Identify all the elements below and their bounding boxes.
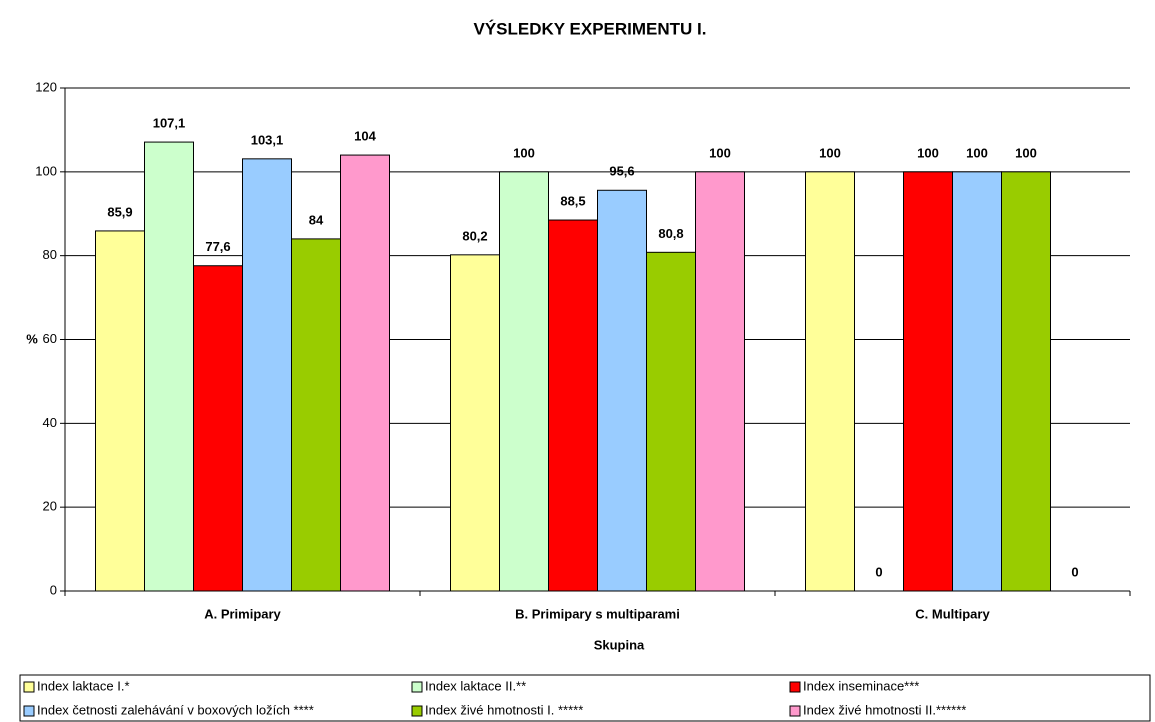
- value-label: 0: [1071, 564, 1078, 579]
- legend-swatch: [24, 682, 34, 692]
- y-tick-label: 120: [35, 79, 57, 94]
- bar: [953, 172, 1002, 591]
- value-label: 0: [875, 564, 882, 579]
- x-tick-label: A. Primipary: [204, 606, 281, 621]
- bar: [1002, 172, 1051, 591]
- legend-label: Index živé hmotnosti II.******: [803, 702, 966, 717]
- legend-swatch: [790, 682, 800, 692]
- value-label: 85,9: [107, 204, 132, 219]
- y-tick-label: 60: [43, 331, 57, 346]
- bar: [806, 172, 855, 591]
- value-label: 80,2: [462, 228, 487, 243]
- x-tick-label: B. Primipary s multiparami: [515, 606, 680, 621]
- value-label: 84: [309, 212, 324, 227]
- value-label: 77,6: [205, 239, 230, 254]
- bar: [451, 255, 500, 591]
- y-tick-label: 80: [43, 247, 57, 262]
- value-label: 107,1: [153, 116, 186, 131]
- y-tick-label: 100: [35, 163, 57, 178]
- bar: [243, 159, 292, 591]
- legend-swatch: [790, 706, 800, 716]
- value-label: 100: [513, 145, 535, 160]
- legend-label: Index laktace II.**: [425, 678, 526, 693]
- value-label: 103,1: [251, 132, 284, 147]
- legend-swatch: [412, 706, 422, 716]
- bar: [647, 252, 696, 591]
- x-axis-title: Skupina: [594, 637, 645, 652]
- value-label: 100: [709, 145, 731, 160]
- y-tick-label: 40: [43, 415, 57, 430]
- bar: [341, 155, 390, 591]
- value-label: 100: [1015, 145, 1037, 160]
- legend-label: Index četnosti zalehávání v boxových lož…: [37, 702, 314, 717]
- bar: [500, 172, 549, 591]
- value-label: 95,6: [609, 164, 634, 179]
- legend-swatch: [24, 706, 34, 716]
- bar: [194, 266, 243, 591]
- bar: [598, 190, 647, 591]
- value-label: 104: [354, 129, 376, 144]
- x-tick-label: C. Multipary: [915, 606, 990, 621]
- bar: [96, 231, 145, 591]
- y-tick-label: 20: [43, 499, 57, 514]
- bar: [549, 220, 598, 591]
- value-label: 100: [819, 145, 841, 160]
- y-tick-label: 0: [50, 582, 57, 597]
- value-label: 80,8: [658, 226, 683, 241]
- chart: VÝSLEDKY EXPERIMENTU I. % Skupina 0 20 40 6…: [0, 0, 1155, 722]
- legend-label: Index laktace I.*: [37, 678, 130, 693]
- value-label: 88,5: [560, 193, 585, 208]
- legend-swatch: [412, 682, 422, 692]
- legend-label: Index živé hmotnosti I. *****: [425, 702, 583, 717]
- bar: [292, 239, 341, 591]
- bar: [696, 172, 745, 591]
- value-label: 100: [917, 145, 939, 160]
- value-label: 100: [966, 145, 988, 160]
- chart-title: VÝSLEDKY EXPERIMENTU I.: [473, 19, 706, 38]
- bar: [145, 142, 194, 591]
- bar: [904, 172, 953, 591]
- y-axis-title: %: [26, 331, 38, 346]
- legend-label: Index inseminace***: [803, 678, 919, 693]
